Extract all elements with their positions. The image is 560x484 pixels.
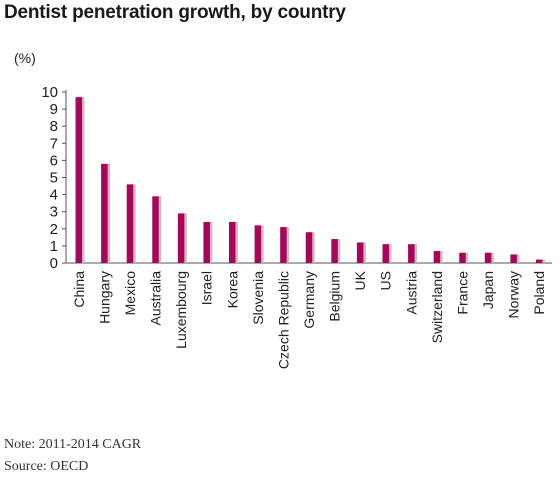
bar [101,163,108,263]
bar [510,254,517,263]
bar [459,252,466,263]
chart-bars [75,97,545,263]
x-category-label: Luxembourg [173,271,189,349]
y-tick-label: 2 [50,221,58,238]
y-tick-label: 0 [50,255,58,272]
x-axis-labels: China Hungary Mexico Australia Luxembourg Isr… [71,270,547,369]
y-axis-unit-label: (%) [14,50,36,66]
y-tick-label: 3 [50,204,58,221]
bar [408,244,415,263]
x-category-label: France [454,271,470,315]
x-category-label: Hungary [96,271,112,324]
x-category-label: UK [352,270,368,290]
bar [535,259,543,263]
x-category-label: Norway [506,271,522,318]
y-tick-label: 10 [41,84,58,101]
bar [484,252,492,263]
x-category-label: Austria [403,271,419,315]
bar [152,196,159,263]
bar [356,242,364,263]
x-category-label: Slovenia [250,271,266,325]
y-tick-label: 9 [50,101,58,118]
bar [382,244,389,263]
y-tick-label: 5 [50,170,58,187]
chart-source: Source: OECD [4,459,89,474]
y-tick-label: 4 [50,187,58,204]
y-tick-label: 7 [50,135,58,152]
x-category-label: Switzerland [429,271,445,343]
x-category-label: Poland [531,271,547,315]
x-category-label: Japan [480,271,496,309]
bar [280,227,287,263]
x-category-label: Belgium [327,271,343,322]
bar [433,251,441,263]
bar [229,221,236,263]
bar [177,213,185,263]
x-category-label: Australia [148,271,164,326]
bar [331,239,338,263]
bar [126,184,134,263]
x-category-label: Germany [301,271,317,329]
x-category-label: Israel [199,271,215,305]
chart-note: Note: 2011-2014 CAGR [4,437,142,452]
bar [75,97,83,263]
y-tick-label: 6 [50,152,58,169]
y-tick-label: 1 [50,238,58,255]
x-category-label: US [378,271,394,290]
x-category-label: Korea [224,271,240,309]
x-category-label: Czech Republic [275,271,291,369]
chart-title: Dentist penetration growth, by country [4,2,346,23]
bar [254,225,262,263]
y-tick-label: 8 [50,118,58,135]
x-category-label: China [71,271,87,308]
x-category-label: Mexico [122,271,138,316]
bar [305,232,313,263]
bar [203,221,210,263]
